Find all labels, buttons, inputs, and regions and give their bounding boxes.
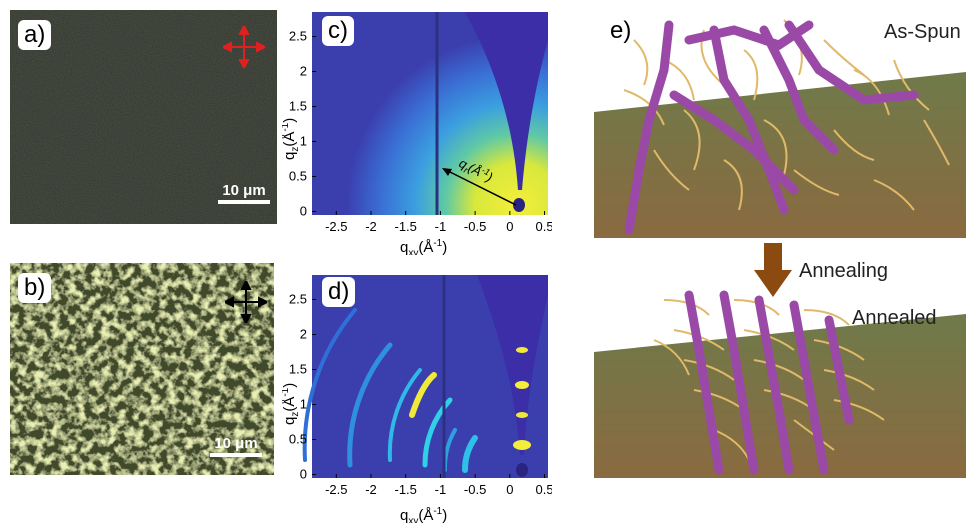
y-tick-label: 2 bbox=[300, 64, 307, 79]
scale-bar-a: 10 μm bbox=[218, 182, 270, 204]
annealing-caption: Annealing bbox=[799, 260, 888, 282]
annealed-caption: Annealed bbox=[852, 307, 937, 329]
giwaxs-d-specular-spots bbox=[513, 347, 531, 450]
x-tick-label: 0 bbox=[506, 482, 513, 497]
giwaxs-c: qr(Å-1) -2.5 -2 -1.5 -1 -0.5 0 0.5 00.511.522.… bbox=[282, 12, 552, 255]
as-spun-caption: As-Spun bbox=[884, 21, 961, 43]
giwaxs-d-y-title: qz(Å-1) bbox=[282, 383, 301, 425]
y-tick-label: 0.5 bbox=[289, 432, 307, 447]
qr-arrow-line bbox=[445, 169, 517, 206]
scale-bar-b-label: 10 μm bbox=[214, 435, 258, 452]
schematic-e: As-Spun Annealing Annealed bbox=[594, 19, 966, 478]
giwaxs-c-wedge bbox=[465, 12, 548, 190]
scale-bar-b: 10 μm bbox=[210, 435, 262, 457]
x-tick-label: 0.5 bbox=[535, 219, 552, 234]
y-tick-label: 1 bbox=[300, 134, 307, 149]
x-tick-label: -2.5 bbox=[325, 482, 347, 497]
giwaxs-c-y-title: qz(Å-1) bbox=[282, 118, 301, 160]
x-tick-label: -1 bbox=[435, 482, 447, 497]
x-tick-label: -2 bbox=[365, 482, 377, 497]
giwaxs-d-x-ticks: -2.5 -2 -1.5 -1 -0.5 0 0.5 bbox=[325, 474, 552, 497]
panel-label-b: b) bbox=[18, 273, 52, 303]
giwaxs-c-x-ticks: -2.5 -2 -1.5 -1 -0.5 0 0.5 bbox=[325, 211, 552, 234]
x-tick-label: 0 bbox=[506, 219, 513, 234]
scale-bar-b-line bbox=[210, 453, 262, 457]
giwaxs-d-rings bbox=[302, 308, 478, 473]
as-spun-backbones bbox=[624, 20, 919, 235]
y-tick-label: 2 bbox=[300, 327, 307, 342]
x-tick-label: -2 bbox=[365, 219, 377, 234]
giwaxs-d-beamstop bbox=[516, 463, 528, 477]
giwaxs-d-wedge bbox=[477, 275, 548, 455]
y-tick-label: 0 bbox=[300, 204, 307, 219]
scale-bar-a-label: 10 μm bbox=[222, 182, 266, 199]
y-tick-label: 0.5 bbox=[289, 169, 307, 184]
giwaxs-c-beamstop bbox=[513, 198, 525, 212]
annealing-arrow bbox=[754, 243, 792, 297]
qr-arrow-head bbox=[442, 168, 452, 176]
micrograph-b: b) 10 μm bbox=[10, 263, 274, 475]
y-tick-label: 1 bbox=[300, 397, 307, 412]
giwaxs-d-y-ticks: 0 0.5 1 1.5 2 2.5 bbox=[289, 292, 316, 482]
crossed-arrows-icon bbox=[225, 281, 267, 323]
scale-bar-a-line bbox=[218, 200, 270, 204]
y-tick-label: 2.5 bbox=[289, 29, 307, 44]
panel-label-a: a) bbox=[18, 20, 52, 50]
y-tick-label: 1.5 bbox=[289, 99, 307, 114]
giwaxs-d-x-title: qxy(Å-1) bbox=[400, 506, 447, 523]
giwaxs-d: -2.5 -2 -1.5 -1 -0.5 0 0.5 0 0.5 1 1.5 2 2.5 qxy(Å-… bbox=[282, 275, 552, 523]
y-tick-label: 2.5 bbox=[289, 292, 307, 307]
crossed-arrows-icon bbox=[223, 26, 265, 68]
x-tick-label: -1.5 bbox=[395, 482, 417, 497]
y-tick-label: 0 bbox=[300, 467, 307, 482]
giwaxs-c-x-title: qxy(Å-1) bbox=[400, 238, 447, 255]
x-tick-label: -0.5 bbox=[464, 482, 486, 497]
micrograph-a-texture bbox=[10, 10, 277, 224]
x-tick-label: 0.5 bbox=[535, 482, 552, 497]
y-tick-label: 1.5 bbox=[289, 362, 307, 377]
x-tick-label: -0.5 bbox=[464, 219, 486, 234]
x-tick-label: -1 bbox=[435, 219, 447, 234]
panel-label-c: c) bbox=[322, 16, 354, 46]
x-tick-label: -2.5 bbox=[325, 219, 347, 234]
panel-label-e: e) bbox=[610, 17, 632, 44]
annealed-backbones bbox=[684, 290, 854, 475]
x-tick-label: -1.5 bbox=[395, 219, 417, 234]
giwaxs-c-y-ticks: 0 0.5 1 1.5 2 2.5 bbox=[289, 29, 316, 219]
micrograph-b-texture bbox=[10, 263, 274, 475]
micrograph-a: a) 10 μm bbox=[10, 10, 277, 224]
panel-label-d: d) bbox=[322, 277, 356, 307]
